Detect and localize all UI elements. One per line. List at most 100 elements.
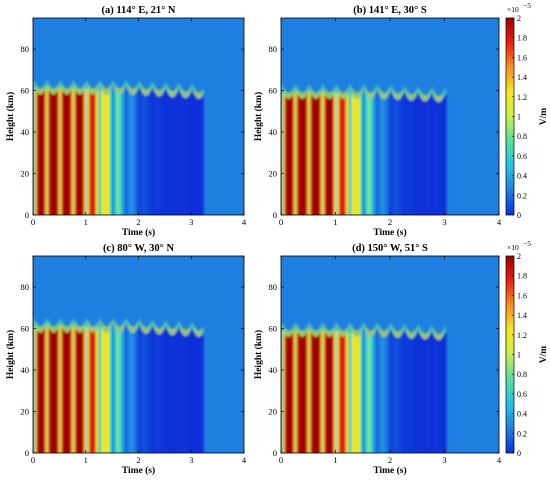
wave-band xyxy=(365,95,368,215)
wave-band-cap xyxy=(139,83,142,90)
wave-band xyxy=(88,91,91,215)
colorbar: 0 0.2 0.4 0.6 0.8 1 1.2 1.4 1.6 1.8 2×10 −5 V/m xyxy=(505,239,549,458)
wave-band xyxy=(65,94,68,215)
wave-band-cap xyxy=(106,326,109,333)
wave-band xyxy=(183,97,186,215)
x-tick-label: 2 xyxy=(388,455,392,465)
x-tick-label: 4 xyxy=(242,217,247,227)
wave-band xyxy=(178,89,180,215)
wave-band xyxy=(155,332,158,453)
wave-band xyxy=(120,94,122,215)
wave-band xyxy=(342,336,345,453)
wave-band xyxy=(304,335,307,453)
wave-band xyxy=(328,98,331,215)
wave-band-cap xyxy=(298,329,301,336)
wave-band-cap xyxy=(289,92,292,99)
wave-band-cap xyxy=(437,95,440,103)
wave-band xyxy=(398,337,401,453)
wave-band xyxy=(380,335,383,453)
wave-band-cap xyxy=(432,89,435,97)
wave-band-cap xyxy=(424,95,427,102)
wave-band xyxy=(392,96,395,215)
wave-band xyxy=(383,337,386,453)
wave-band xyxy=(81,93,84,215)
wave-band xyxy=(370,336,373,453)
wave-band xyxy=(40,94,43,215)
wave-band xyxy=(419,97,422,215)
wave-band-cap xyxy=(117,326,120,333)
wave-band-cap xyxy=(60,82,63,89)
x-tick-label: 1 xyxy=(84,217,88,227)
wave-band-cap xyxy=(390,322,392,330)
wave-band xyxy=(304,97,307,215)
wave-band-cap xyxy=(156,89,159,97)
wave-band-cap xyxy=(85,318,88,325)
wave-band-cap xyxy=(444,326,447,333)
wave-band xyxy=(332,333,335,453)
wave-band-cap xyxy=(387,89,390,96)
x-axis-label: Time (s) xyxy=(373,465,406,476)
wave-band xyxy=(46,86,49,215)
wave-band xyxy=(298,335,301,453)
wave-band xyxy=(100,326,103,453)
x-tick-label: 3 xyxy=(189,455,193,465)
wave-band-cap xyxy=(409,331,412,339)
wave-band xyxy=(83,91,86,215)
wave-band xyxy=(349,90,352,215)
wave-band-cap xyxy=(441,330,444,338)
wave-band xyxy=(300,98,303,215)
wave-band-cap xyxy=(350,86,353,94)
wave-band-cap xyxy=(295,324,298,332)
wave-band xyxy=(164,88,167,215)
y-axis-label: Height (km) xyxy=(5,92,16,141)
wave-band xyxy=(98,324,101,453)
wave-band-cap xyxy=(354,330,357,337)
wave-band xyxy=(392,334,395,453)
wave-band-cap xyxy=(283,327,286,334)
wave-band-cap xyxy=(101,323,104,330)
wave-band-cap xyxy=(80,326,83,333)
wave-band xyxy=(305,95,308,215)
x-tick-label: 4 xyxy=(497,217,502,227)
wave-band-cap xyxy=(182,328,184,335)
wave-band xyxy=(302,98,305,215)
wave-band xyxy=(394,98,397,215)
wave-band xyxy=(377,331,380,453)
wave-band xyxy=(71,88,74,215)
wave-band-cap xyxy=(199,92,202,99)
wave-band xyxy=(174,95,177,215)
wave-band-cap xyxy=(93,88,96,95)
wave-band-cap xyxy=(353,329,356,336)
wave-band xyxy=(109,91,112,215)
wave-band xyxy=(184,98,187,215)
y-tick-label: 20 xyxy=(269,169,278,179)
wave-band xyxy=(69,91,72,215)
wave-band-cap xyxy=(79,88,82,95)
wave-band xyxy=(281,90,283,215)
wave-band xyxy=(376,328,379,453)
wave-band xyxy=(62,91,64,215)
wave-band xyxy=(289,336,292,453)
wave-band-cap xyxy=(380,329,383,336)
y-axis-label: Height (km) xyxy=(5,330,16,379)
wave-band-cap xyxy=(417,324,420,331)
wave-band-cap xyxy=(158,328,161,335)
wave-band-cap xyxy=(375,86,377,94)
wave-band-cap xyxy=(155,88,158,95)
wave-band xyxy=(145,333,148,453)
wave-band-cap xyxy=(380,91,383,98)
wave-band-cap xyxy=(432,327,435,335)
wave-band-cap xyxy=(354,92,357,99)
wave-band xyxy=(421,99,424,215)
wave-band-cap xyxy=(98,80,101,87)
wave-band-cap xyxy=(126,82,129,89)
x-axis-label: Time (s) xyxy=(373,227,406,238)
wave-band-cap xyxy=(290,91,293,98)
wave-band xyxy=(97,88,100,215)
wave-band-cap xyxy=(184,91,187,99)
wave-band-cap xyxy=(358,329,361,336)
wave-band-cap xyxy=(439,95,442,102)
wave-band-cap xyxy=(163,322,166,330)
wave-band-cap xyxy=(315,92,318,99)
wave-band-cap xyxy=(369,330,372,337)
